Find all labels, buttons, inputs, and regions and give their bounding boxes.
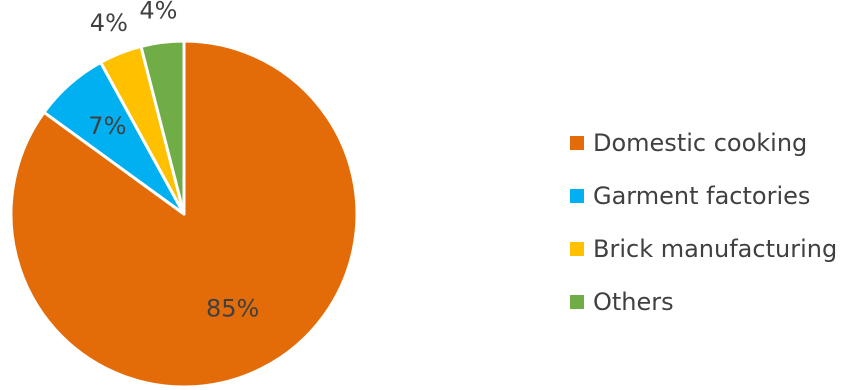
legend-label: Garment factories [593, 181, 811, 210]
legend-swatch [570, 188, 584, 203]
legend-item-garment-factories: Garment factories [570, 169, 837, 222]
legend: Domestic cooking Garment factories Brick… [570, 116, 837, 328]
legend-label: Brick manufacturing [593, 234, 838, 263]
data-label-brick-manufacturing: 4% [90, 9, 128, 37]
legend-swatch [570, 241, 584, 256]
legend-item-brick-manufacturing: Brick manufacturing [570, 222, 837, 275]
legend-swatch [570, 294, 584, 309]
legend-item-domestic-cooking: Domestic cooking [570, 116, 837, 169]
data-label-others: 4% [139, 0, 177, 24]
data-label-domestic-cooking: 85% [206, 295, 259, 323]
legend-label: Others [593, 287, 674, 316]
pie-slices [9, 39, 359, 389]
data-labels: 85% 7% 4% 4% [88, 0, 259, 323]
data-label-garment-factories: 7% [88, 112, 126, 140]
legend-item-others: Others [570, 275, 837, 328]
legend-label: Domestic cooking [593, 128, 808, 157]
pie-slice-others [139, 39, 186, 216]
legend-swatch [570, 135, 584, 150]
